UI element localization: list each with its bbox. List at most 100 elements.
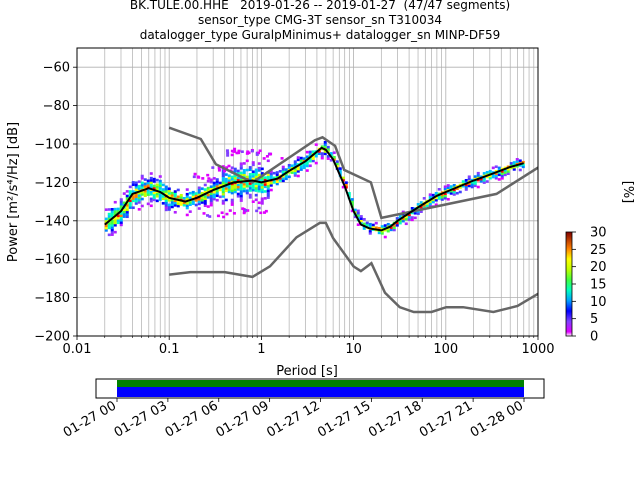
- density-cell: [392, 226, 396, 229]
- density-cell: [200, 196, 204, 200]
- density-cell: [170, 198, 174, 202]
- mode-curve-group: [104, 146, 524, 232]
- density-cell: [128, 199, 132, 203]
- density-cell: [209, 199, 213, 202]
- density-cell: [452, 183, 456, 187]
- density-cell: [113, 212, 117, 216]
- colorbar-tick-label: 0: [590, 330, 598, 345]
- density-cell: [221, 183, 225, 187]
- density-cell: [491, 175, 495, 179]
- density-cell: [440, 193, 444, 197]
- density-cell: [368, 222, 372, 226]
- density-cell: [149, 192, 153, 196]
- density-cell: [521, 160, 525, 164]
- density-cell: [134, 192, 138, 196]
- density-cell: [264, 209, 268, 213]
- density-cell: [509, 162, 513, 165]
- density-cell: [446, 191, 450, 194]
- density-cell: [113, 217, 117, 220]
- density-cell: [206, 173, 210, 177]
- timeline-tick-label: 01-27 21: [417, 398, 475, 440]
- density-cell: [140, 204, 144, 208]
- density-cell: [191, 190, 195, 194]
- density-cell: [251, 170, 255, 174]
- density-cell: [521, 165, 525, 169]
- density-cell: [308, 157, 312, 161]
- density-cell: [401, 210, 405, 214]
- density-cell: [338, 167, 342, 170]
- density-cell: [212, 195, 216, 199]
- density-cell: [239, 171, 243, 175]
- density-cell: [134, 195, 138, 198]
- density-cell: [266, 159, 270, 163]
- density-cell: [152, 184, 156, 188]
- density-cell: [446, 184, 450, 187]
- density-cell: [308, 159, 312, 163]
- density-cell: [203, 188, 207, 191]
- density-cell: [404, 217, 408, 221]
- density-cell: [257, 151, 261, 155]
- density-cell: [107, 224, 111, 227]
- density-cell: [182, 203, 186, 207]
- density-cell: [428, 204, 432, 208]
- density-cell: [258, 149, 262, 153]
- density-cell: [179, 196, 183, 199]
- density-cell: [506, 170, 510, 173]
- psd-density-map: [104, 140, 525, 239]
- density-cell: [452, 188, 456, 192]
- density-cell: [518, 159, 522, 163]
- density-cell: [461, 184, 465, 188]
- density-cell: [146, 188, 150, 192]
- density-cell: [293, 160, 297, 163]
- density-cell: [179, 193, 183, 197]
- density-cell: [236, 194, 240, 198]
- density-cell: [428, 193, 432, 196]
- density-cell: [395, 221, 399, 225]
- density-cell: [143, 194, 147, 197]
- density-cell: [302, 157, 306, 160]
- density-cell: [236, 192, 240, 196]
- density-cell: [188, 196, 192, 200]
- density-cell: [158, 195, 162, 199]
- density-cell: [242, 185, 246, 188]
- density-cell: [362, 217, 366, 221]
- density-cell: [221, 202, 225, 205]
- density-cell: [179, 200, 183, 204]
- density-cell: [335, 164, 339, 168]
- density-cell: [143, 189, 147, 193]
- density-cell: [464, 183, 468, 187]
- density-cell: [164, 185, 168, 189]
- density-cell: [116, 219, 120, 222]
- density-cell: [158, 179, 162, 183]
- density-cell: [255, 209, 259, 213]
- density-cell: [323, 150, 327, 153]
- density-cell: [401, 217, 405, 221]
- density-cell: [254, 173, 258, 176]
- colorbar-tick-label: 25: [590, 243, 607, 258]
- density-cell: [452, 193, 456, 196]
- density-cell: [104, 229, 108, 232]
- density-cell: [266, 194, 270, 197]
- density-cell: [221, 176, 225, 180]
- density-cell: [230, 184, 234, 188]
- density-cell: [194, 203, 198, 207]
- density-cell: [152, 177, 156, 181]
- density-cell: [434, 203, 438, 207]
- density-cell: [398, 214, 402, 218]
- density-cell: [257, 206, 261, 210]
- density-cell: [260, 176, 264, 180]
- density-cell: [368, 229, 372, 233]
- y-tick-label: −160: [34, 253, 70, 268]
- density-cell: [341, 178, 345, 182]
- density-cell: [230, 180, 234, 183]
- density-cell: [305, 162, 309, 165]
- density-cell: [455, 187, 459, 190]
- density-cell: [380, 232, 384, 235]
- density-cell: [248, 182, 252, 185]
- density-cell: [255, 153, 259, 156]
- density-cell: [428, 202, 432, 206]
- density-cell: [269, 181, 273, 185]
- density-cell: [323, 143, 327, 146]
- density-cell: [242, 182, 246, 186]
